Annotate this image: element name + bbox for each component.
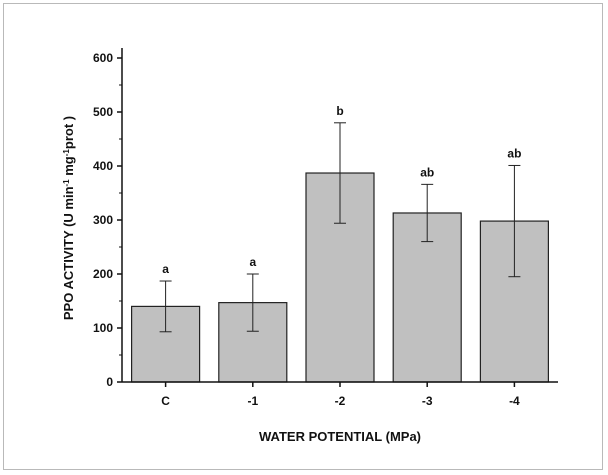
significance-label: ab: [507, 146, 521, 160]
y-tick-label: 0: [106, 375, 113, 389]
y-axis-title-suffix: prot ): [61, 116, 76, 149]
significance-label: a: [162, 262, 169, 276]
y-tick-label: 400: [93, 159, 113, 173]
x-tick-label: -1: [247, 394, 258, 408]
significance-label: a: [249, 255, 256, 269]
y-axis-title: PPO ACTIVITY (U min-1 mg-1prot ): [61, 116, 76, 320]
y-tick-label: 100: [93, 321, 113, 335]
y-axis-ticks: 0 100 200 300 400 500 600: [93, 51, 122, 389]
x-axis-ticks: C -1 -2 -3 -4: [161, 382, 520, 408]
y-tick-label: 500: [93, 105, 113, 119]
significance-label: b: [336, 104, 343, 118]
x-tick-label: -3: [422, 394, 433, 408]
y-axis-title-sup1: -1: [62, 179, 71, 187]
y-tick-label: 200: [93, 267, 113, 281]
significance-label: ab: [420, 165, 434, 179]
x-axis-title: WATER POTENTIAL (MPa): [259, 429, 421, 444]
x-tick-label: -4: [509, 394, 520, 408]
x-tick-label: -2: [335, 394, 346, 408]
y-axis-title-prefix: PPO ACTIVITY (U min: [61, 186, 76, 320]
y-tick-label: 600: [93, 51, 113, 65]
x-tick-label: C: [161, 394, 170, 408]
y-axis-title-mid: mg: [61, 156, 76, 179]
y-axis-title-sup2: -1: [62, 149, 71, 157]
y-tick-label: 300: [93, 213, 113, 227]
